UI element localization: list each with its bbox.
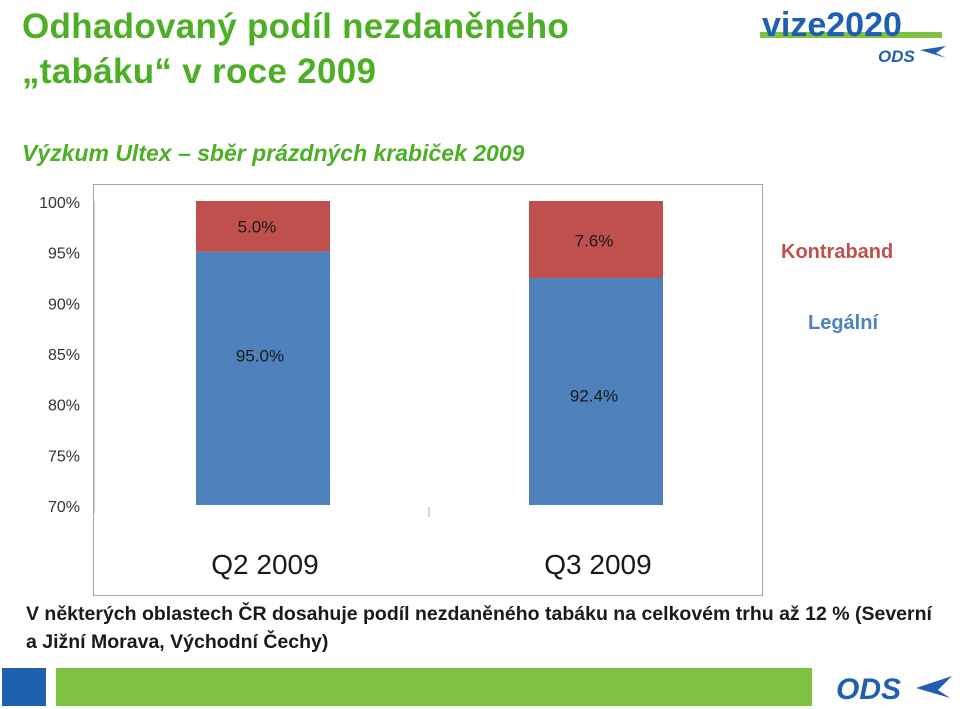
chart-subtitle: Výzkum Ultex – sběr prázdných krabiček 2… [22,140,525,166]
data-label-legalni: 95.0% [236,346,284,365]
ods-logo-text: ODS [836,673,901,706]
y-tick-label: 85% [48,347,80,364]
footer-blue-square [2,668,46,706]
vize2020-logo: vize2020 ODS [760,6,946,66]
y-tick-label: 100% [39,195,80,212]
x-category-label: Q3 2009 [544,549,651,580]
y-tick-label: 70% [48,499,80,516]
bar-legalni [529,278,663,505]
data-label-legalni: 92.4% [570,387,618,406]
page-title: Odhadovaný podíl nezdaněného „tabáku“ v … [22,4,569,94]
legend-legalni: Legální [808,312,879,334]
legend-kontraband: Kontraband [781,241,894,263]
title-line-2: „tabáku“ v roce 2009 [22,52,377,91]
logo-wordmark: vize2020 [762,6,902,44]
y-tick-label: 95% [48,246,80,263]
title-line-1: Odhadovaný podíl nezdaněného [22,7,570,46]
logo-green-stripe [760,32,942,38]
bar-legalni [196,251,330,505]
logo-ods-text: ODS [878,47,916,66]
footnote: V některých oblastech ČR dosahuje podíl … [26,603,932,653]
bar-kontraband [196,201,330,252]
ods-footer-logo: ODS [836,673,952,706]
data-label-kontraband: 5.0% [238,217,277,236]
x-category-label: Q2 2009 [211,549,318,580]
footer-green-bar [56,668,812,706]
bar-kontraband [529,201,663,279]
y-tick-label: 80% [48,398,80,415]
data-label-kontraband: 7.6% [575,232,614,251]
y-tick-label: 75% [48,448,80,465]
logo-bird-icon [920,46,946,58]
ods-bird-icon [916,676,952,698]
y-tick-label: 90% [48,296,80,313]
